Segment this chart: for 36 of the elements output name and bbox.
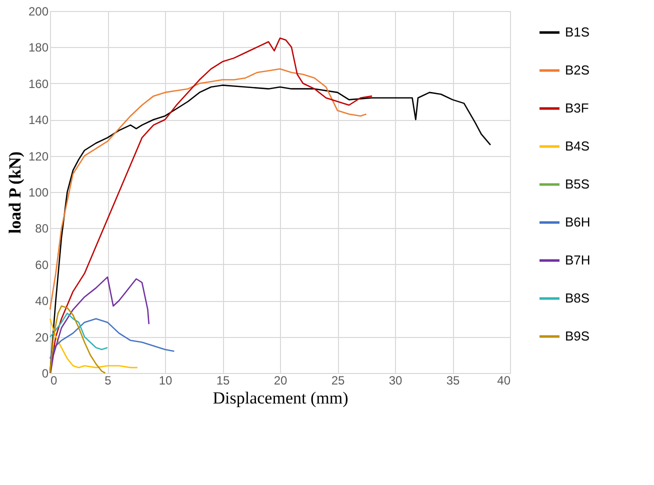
- line-series: [50, 276, 150, 374]
- y-tick-label: 120: [28, 149, 49, 164]
- y-tick-label: 200: [28, 4, 49, 18]
- legend-label: B7H: [565, 252, 590, 268]
- legend-label: B2S: [565, 62, 590, 78]
- line-series: [49, 318, 175, 360]
- legend-label: B3F: [565, 100, 589, 116]
- x-tick-label: 15: [216, 374, 230, 388]
- x-tick-label: 5: [104, 374, 112, 388]
- y-tick-label: 80: [35, 222, 49, 236]
- y-tick-label: 20: [35, 330, 49, 344]
- x-tick-label: 35: [446, 374, 460, 388]
- legend-label: B4S: [565, 138, 590, 154]
- x-tick-label: 25: [331, 374, 345, 388]
- x-tick-label: 0: [50, 374, 58, 388]
- x-tick-label: 20: [274, 374, 288, 388]
- y-tick-label: 140: [28, 113, 49, 128]
- x-tick-label: 10: [158, 374, 172, 388]
- x-axis-title: Displacement (mm): [212, 388, 348, 408]
- y-tick-label: 100: [28, 186, 49, 200]
- line-series: [49, 305, 106, 374]
- y-axis-title: load P (kN): [5, 151, 24, 234]
- legend-label: B5S: [565, 176, 590, 192]
- y-tick-label: 60: [35, 258, 49, 272]
- y-tick-label: 40: [35, 294, 49, 308]
- x-tick-label: 40: [497, 374, 511, 388]
- line-series: [49, 68, 367, 310]
- legend-label: B8S: [565, 290, 590, 306]
- x-tick-label: 30: [388, 374, 402, 388]
- legend-label: B1S: [565, 24, 590, 40]
- line-series: [49, 312, 108, 350]
- y-tick-label: 160: [28, 76, 49, 91]
- line-series: [49, 318, 138, 368]
- y-tick-label: 180: [28, 40, 49, 55]
- legend-label: B6H: [565, 214, 590, 230]
- legend-label: B9S: [565, 328, 590, 344]
